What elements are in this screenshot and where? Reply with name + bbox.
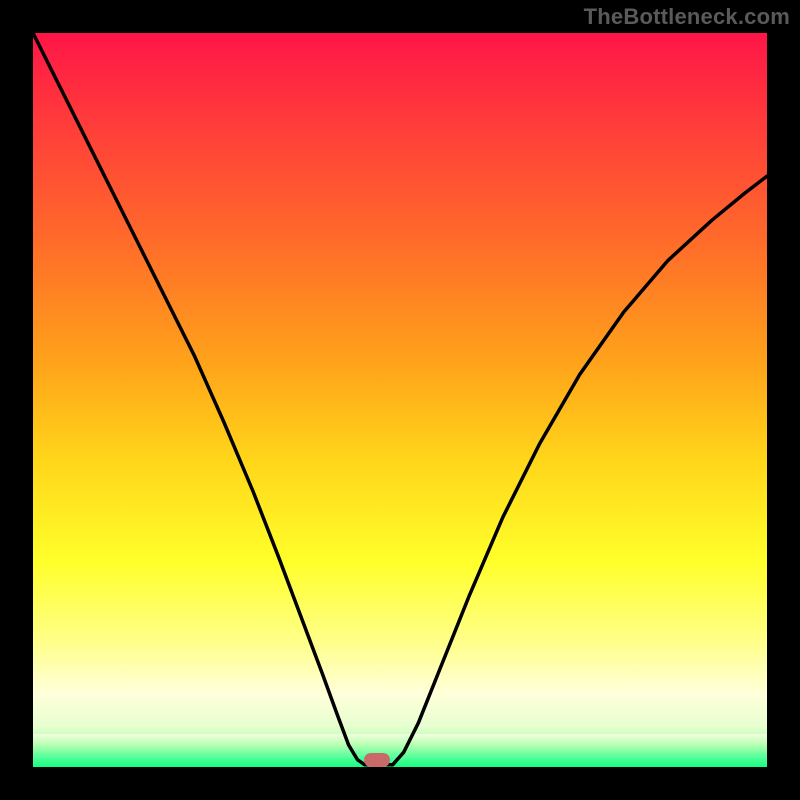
optimal-point-marker bbox=[364, 753, 390, 767]
watermark-text: TheBottleneck.com bbox=[584, 4, 790, 30]
bottleneck-curve bbox=[33, 33, 767, 767]
green-band bbox=[33, 734, 767, 767]
plot-area bbox=[33, 33, 767, 767]
bottleneck-chart: TheBottleneck.com bbox=[0, 0, 800, 800]
